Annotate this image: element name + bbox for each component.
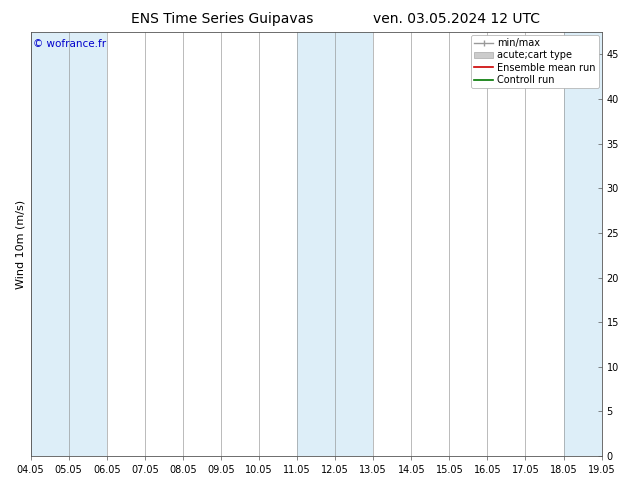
Text: ENS Time Series Guipavas: ENS Time Series Guipavas: [131, 12, 313, 26]
Legend: min/max, acute;cart type, Ensemble mean run, Controll run: min/max, acute;cart type, Ensemble mean …: [471, 35, 598, 88]
Bar: [564, 32, 602, 456]
Text: © wofrance.fr: © wofrance.fr: [34, 39, 107, 49]
Y-axis label: Wind 10m (m/s): Wind 10m (m/s): [15, 199, 25, 289]
Text: ven. 03.05.2024 12 UTC: ven. 03.05.2024 12 UTC: [373, 12, 540, 26]
Bar: [30, 32, 107, 456]
Bar: [297, 32, 373, 456]
